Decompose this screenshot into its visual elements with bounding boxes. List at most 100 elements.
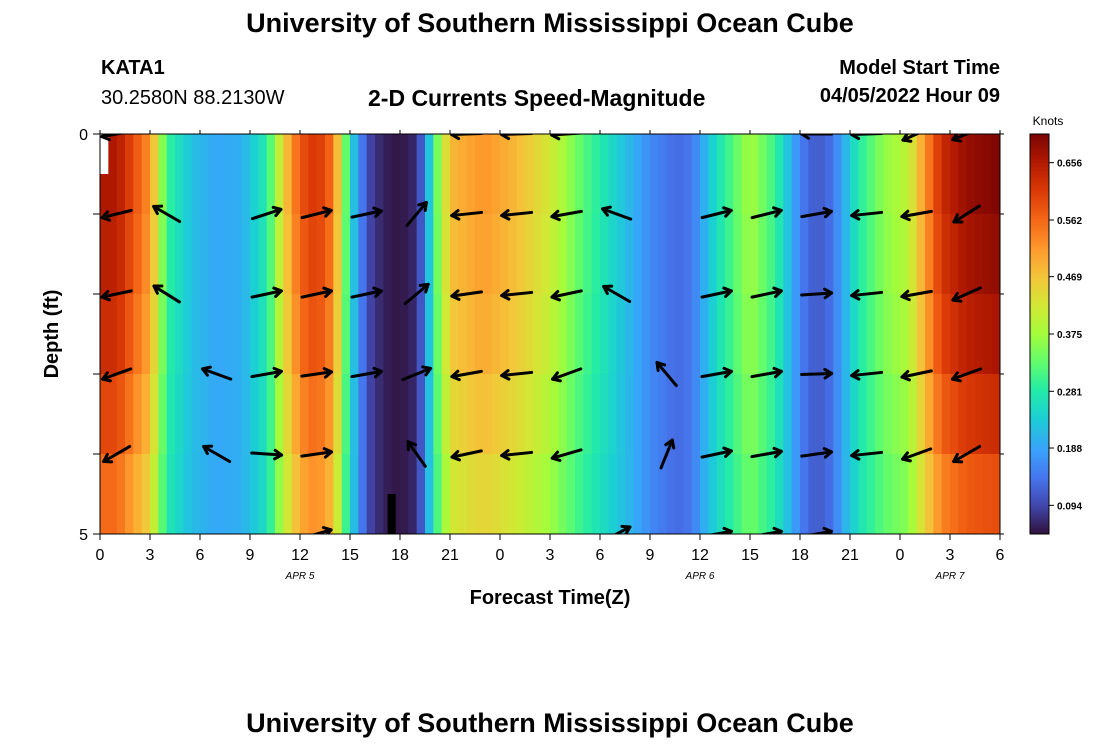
heatmap-cell — [291, 294, 301, 375]
heatmap-cell — [400, 134, 409, 215]
heatmap-cell — [875, 214, 884, 295]
heatmap-cell — [466, 454, 476, 534]
vector-shaft — [350, 289, 383, 299]
current-vector — [901, 134, 921, 143]
heatmap-cell — [883, 374, 893, 455]
heatmap-cell — [541, 294, 551, 375]
vector-shaft — [900, 209, 933, 219]
heatmap-cell — [583, 134, 593, 215]
heatmap-cell — [775, 454, 784, 534]
heatmap-cell — [366, 214, 376, 295]
heatmap-cell — [425, 454, 434, 534]
heatmap-cell — [850, 214, 859, 295]
heatmap-cell — [225, 214, 234, 295]
heatmap-cell — [541, 374, 551, 455]
heatmap-cell — [458, 214, 468, 295]
current-vector — [1003, 367, 1030, 381]
heatmap-cell — [675, 134, 684, 215]
heatmap-cell — [508, 454, 518, 534]
heatmap-cell — [833, 134, 843, 215]
heatmap-cell — [666, 454, 676, 534]
vector-shaft — [101, 367, 133, 381]
heatmap-cell — [316, 454, 326, 534]
current-vector — [201, 365, 233, 381]
heatmap-cell — [491, 134, 501, 215]
vector-shaft — [201, 367, 233, 381]
vector-shaft — [450, 449, 483, 459]
vector-head — [1003, 214, 1011, 222]
current-vector — [850, 289, 884, 301]
vector-head — [100, 134, 111, 142]
heatmap-cell — [133, 134, 143, 215]
vector-head — [722, 286, 733, 298]
heatmap-cell — [966, 134, 976, 215]
x-tick-label: 3 — [946, 547, 955, 564]
heatmap-cell — [175, 294, 184, 375]
heatmap-cell — [233, 134, 243, 215]
heatmap-cell — [533, 294, 543, 375]
vector-shaft — [901, 134, 921, 142]
heatmap-cell — [308, 454, 318, 534]
heatmap-cell — [183, 374, 193, 455]
heatmap-cell — [575, 374, 584, 455]
vector-head — [822, 206, 833, 219]
heatmap-cell — [775, 134, 784, 215]
heatmap-cell — [183, 214, 193, 295]
heatmap-cell — [341, 454, 351, 534]
heatmap-cell — [266, 454, 276, 534]
current-vector — [952, 204, 981, 224]
heatmap-cell — [558, 454, 568, 534]
heatmap-cell — [500, 294, 509, 375]
current-vector — [403, 282, 430, 306]
vector-shaft — [758, 529, 783, 534]
heatmap-cell — [791, 134, 801, 215]
heatmap-cell — [825, 454, 834, 534]
heatmap-cell — [791, 214, 801, 295]
heatmap-cell — [791, 374, 801, 455]
heatmap-cell — [991, 294, 1000, 375]
colorbar-tick-label: 0.375 — [1057, 330, 1082, 341]
vector-head — [722, 526, 733, 534]
vector-shaft — [601, 207, 633, 221]
heatmap-cell — [658, 374, 668, 455]
heatmap-cell — [216, 374, 226, 455]
heatmap-cell — [691, 374, 701, 455]
heatmap-cell — [308, 294, 318, 375]
heatmap-cell — [358, 454, 368, 534]
heatmap-cell — [100, 294, 109, 375]
heatmap-cell — [200, 294, 209, 375]
heatmap-cell — [166, 294, 176, 375]
heatmap-cell — [491, 454, 501, 534]
current-vector — [300, 286, 333, 299]
vector-shaft — [1003, 287, 1030, 300]
heatmap-cell — [825, 374, 834, 455]
vector-shaft — [551, 367, 583, 381]
heatmap-cell — [408, 294, 418, 375]
vector-shaft — [952, 204, 981, 224]
heatmap-cell — [275, 294, 284, 375]
heatmap-cell — [558, 294, 568, 375]
heatmap-cell — [425, 294, 434, 375]
heatmap-cell — [733, 214, 743, 295]
current-vector — [750, 366, 783, 379]
vector-head — [372, 286, 383, 298]
heatmap-cell — [750, 214, 759, 295]
heatmap-cell — [433, 374, 443, 455]
current-vector — [202, 444, 232, 463]
current-vector — [102, 445, 132, 464]
vector-shaft — [550, 209, 583, 219]
heatmap-cell — [766, 374, 776, 455]
heatmap-cell — [191, 374, 201, 455]
heatmap-cell — [750, 294, 759, 375]
heatmap-cell — [650, 454, 659, 534]
current-vector — [350, 366, 383, 379]
current-vector — [551, 367, 583, 383]
current-vector — [700, 366, 733, 379]
vector-head — [951, 371, 962, 383]
vector-head — [273, 448, 284, 461]
heatmap-cell — [941, 374, 951, 455]
heatmap-cell — [216, 214, 226, 295]
heatmap-cell — [141, 214, 151, 295]
vector-head — [823, 287, 834, 300]
heatmap-cell — [525, 294, 534, 375]
